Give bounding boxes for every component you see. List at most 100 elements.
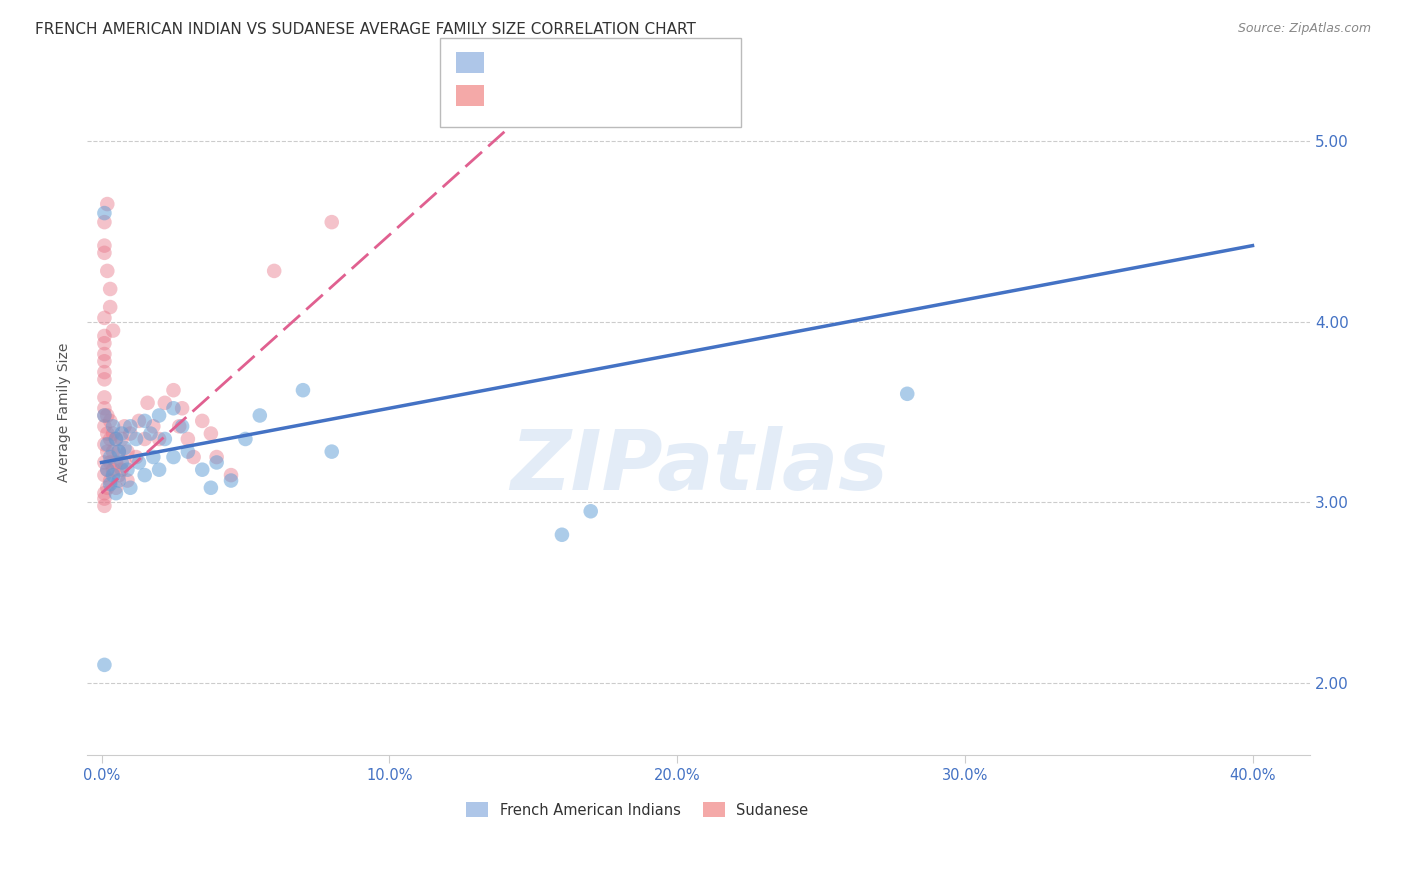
Point: [134, 468, 156, 483]
Point: [104, 481, 127, 495]
Point: [148, 463, 170, 477]
Point: [93, 391, 115, 405]
Point: [205, 455, 228, 469]
Y-axis label: Average Family Size: Average Family Size: [58, 343, 72, 482]
Point: [219, 474, 242, 488]
Point: [579, 504, 602, 518]
Point: [114, 419, 136, 434]
Point: [93, 409, 115, 423]
Point: [101, 419, 124, 434]
Point: [111, 426, 134, 441]
Point: [249, 409, 271, 423]
Point: [139, 426, 162, 441]
Text: FRENCH AMERICAN INDIAN VS SUDANESE AVERAGE FAMILY SIZE CORRELATION CHART: FRENCH AMERICAN INDIAN VS SUDANESE AVERA…: [35, 22, 696, 37]
Point: [551, 527, 574, 541]
Point: [93, 310, 115, 325]
Point: [93, 657, 115, 672]
Point: [93, 455, 115, 469]
Point: [128, 414, 150, 428]
Point: [111, 463, 134, 477]
Point: [162, 383, 184, 397]
Point: [104, 455, 127, 469]
Point: [167, 419, 190, 434]
Point: [117, 444, 139, 458]
Point: [98, 455, 121, 469]
Point: [117, 474, 139, 488]
Point: [93, 419, 115, 434]
Point: [219, 468, 242, 483]
Point: [104, 432, 127, 446]
Point: [98, 450, 121, 464]
Point: [148, 409, 170, 423]
Point: [93, 401, 115, 416]
Point: [98, 282, 121, 296]
Point: [93, 347, 115, 361]
Point: [111, 455, 134, 469]
Point: [896, 386, 918, 401]
Point: [104, 486, 127, 500]
Point: [98, 300, 121, 314]
Point: [101, 426, 124, 441]
Point: [120, 426, 142, 441]
Point: [125, 450, 148, 464]
Point: [142, 419, 165, 434]
Point: [191, 463, 214, 477]
Point: [125, 432, 148, 446]
Point: [98, 432, 121, 446]
Point: [263, 264, 285, 278]
Point: [177, 432, 200, 446]
Point: [153, 432, 176, 446]
Text: N = 67: N = 67: [598, 88, 651, 103]
Point: [104, 432, 127, 446]
Point: [101, 324, 124, 338]
Point: [107, 474, 129, 488]
Point: [93, 329, 115, 343]
Point: [134, 414, 156, 428]
Point: [111, 432, 134, 446]
Point: [235, 432, 257, 446]
Point: [93, 245, 115, 260]
Point: [98, 474, 121, 488]
Point: [93, 468, 115, 483]
Point: [93, 486, 115, 500]
Point: [117, 463, 139, 477]
Point: [120, 419, 142, 434]
Point: [191, 414, 214, 428]
Point: [101, 444, 124, 458]
Point: [96, 444, 118, 458]
Point: [98, 477, 121, 491]
Point: [114, 455, 136, 469]
Point: [101, 463, 124, 477]
Point: [177, 444, 200, 458]
Point: [93, 336, 115, 351]
Point: [93, 499, 115, 513]
Point: [93, 354, 115, 368]
Text: R = 0.684: R = 0.684: [494, 88, 569, 103]
Point: [93, 238, 115, 252]
Point: [96, 481, 118, 495]
Point: [183, 450, 205, 464]
Point: [96, 437, 118, 451]
Point: [107, 468, 129, 483]
Point: [162, 401, 184, 416]
Point: [148, 432, 170, 446]
Point: [114, 441, 136, 455]
Point: [200, 481, 222, 495]
Point: [321, 215, 343, 229]
Point: [96, 463, 118, 477]
Point: [142, 450, 165, 464]
Point: [96, 264, 118, 278]
Point: [93, 372, 115, 386]
Point: [96, 426, 118, 441]
Point: [93, 491, 115, 506]
Legend: French American Indians, Sudanese: French American Indians, Sudanese: [461, 797, 814, 823]
Point: [162, 450, 184, 464]
Point: [107, 444, 129, 458]
Point: [321, 444, 343, 458]
Point: [93, 437, 115, 451]
Text: N = 42: N = 42: [598, 55, 651, 70]
Point: [93, 365, 115, 379]
Point: [96, 463, 118, 477]
Point: [172, 401, 194, 416]
Point: [291, 383, 314, 397]
